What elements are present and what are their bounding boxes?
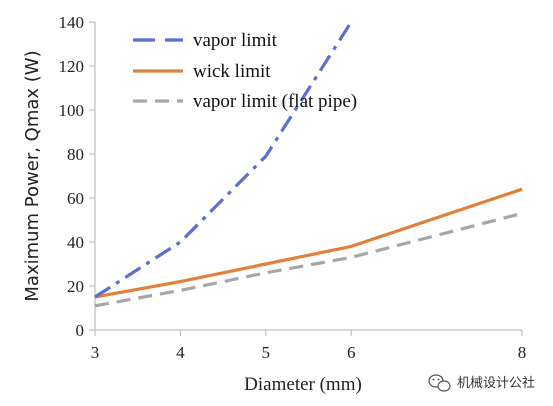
- x-tick-label: 3: [91, 343, 100, 362]
- x-ticks: 3 4 5 6 8: [91, 330, 527, 362]
- x-tick-label: 8: [518, 343, 527, 362]
- y-tick-label: 0: [76, 321, 85, 340]
- y-tick-label: 120: [59, 57, 85, 76]
- watermark: 机械设计公社: [428, 374, 535, 392]
- legend-label: wick limit: [193, 61, 271, 82]
- y-tick-label: 20: [67, 277, 84, 296]
- series-line-wick-limit: [94, 187, 523, 299]
- y-axis-title: Maximum Power, Qmax (W): [22, 50, 43, 301]
- y-tick-label: 60: [67, 189, 84, 208]
- series-line-vapor-limit-flat-pipe: [94, 211, 523, 308]
- legend-label: vapor limit: [193, 30, 278, 51]
- series-group: [94, 21, 523, 308]
- y-tick-label: 100: [59, 101, 85, 120]
- watermark-text: 机械设计公社: [457, 375, 535, 391]
- y-tick-label: 140: [59, 13, 85, 32]
- x-axis-title: Diameter (mm): [244, 374, 362, 395]
- x-tick-label: 4: [176, 343, 185, 362]
- y-tick-label: 40: [67, 233, 84, 252]
- series-line-vapor-limit: [94, 21, 353, 299]
- legend: vapor limit wick limit vapor limit (flat p…: [133, 30, 357, 112]
- axes: 0 20 40 60 80 100 120 140 3 4 5 6 8: [59, 13, 527, 362]
- wechat-icon: [428, 374, 451, 392]
- legend-label: vapor limit (flat pipe): [193, 91, 357, 112]
- x-tick-label: 5: [262, 343, 271, 362]
- x-tick-label: 6: [347, 343, 356, 362]
- y-ticks: 0 20 40 60 80 100 120 140: [59, 13, 95, 340]
- y-tick-label: 80: [67, 145, 84, 164]
